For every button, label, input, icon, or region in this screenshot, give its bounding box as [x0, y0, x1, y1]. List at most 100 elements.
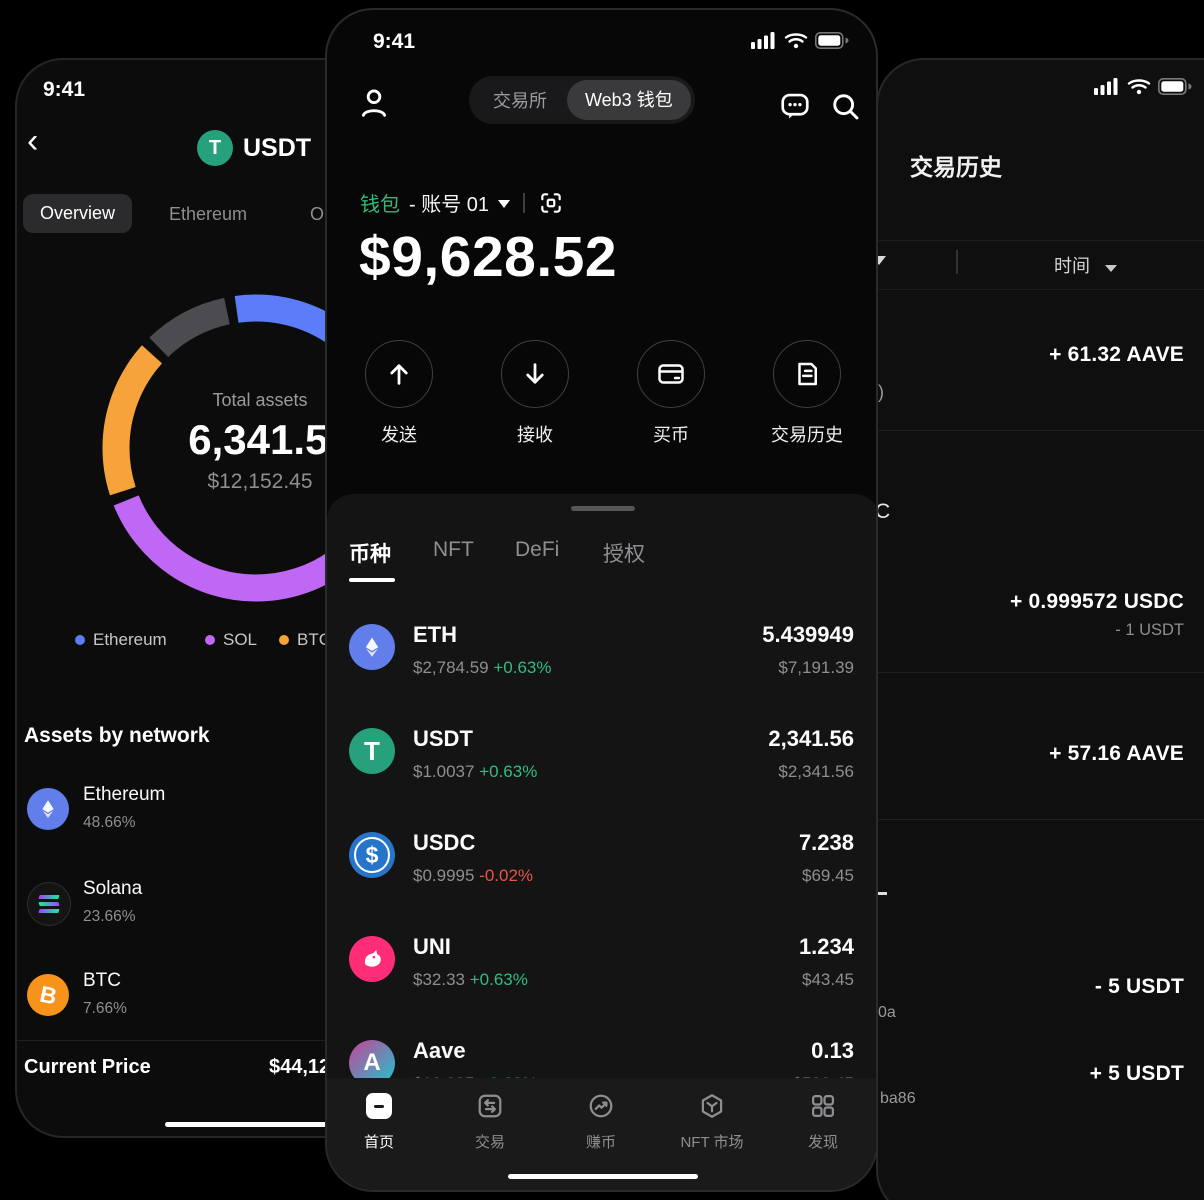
- btc-icon: B: [27, 974, 69, 1016]
- nav-earn[interactable]: 赚币: [553, 1090, 649, 1152]
- nav-nft-market[interactable]: NFT 市场: [664, 1090, 760, 1152]
- tab-exchange[interactable]: 交易所: [493, 91, 547, 111]
- nav-home[interactable]: 首页: [331, 1090, 427, 1152]
- tx-amount[interactable]: + 0.999572 USDC: [1009, 590, 1184, 613]
- price-change: +0.63%: [479, 762, 538, 781]
- assets-by-network-heading: Assets by network: [24, 724, 210, 747]
- status-time: 9:41: [373, 30, 416, 53]
- legend-dot-sol: [205, 635, 215, 645]
- eth-icon: [349, 624, 395, 670]
- price-change: +0.63%: [493, 658, 552, 677]
- solana-icon: [27, 882, 71, 926]
- hidden-filter-caret[interactable]: [878, 256, 886, 265]
- right-phone-tx-history: 交易历史 时间 + 61.32 AAVE ) C + 0.999572 USDC…: [876, 58, 1204, 1200]
- price-change: +0.63%: [469, 970, 528, 989]
- trade-icon: [442, 1090, 538, 1122]
- document-icon: [773, 340, 841, 408]
- legend-dot-ethereum: [75, 635, 85, 645]
- tx-amount[interactable]: + 57.16 AAVE: [1049, 742, 1184, 765]
- signal-icon: [1094, 78, 1118, 95]
- page-title: 交易历史: [910, 154, 1002, 180]
- token-row-usdt[interactable]: T USDT $1.0037 +0.63% 2,341.56 $2,341.56: [327, 710, 876, 814]
- card-icon: [637, 340, 705, 408]
- clipped-text-fragment: [878, 892, 887, 895]
- nav-trade[interactable]: 交易: [442, 1090, 538, 1152]
- total-balance: $9,628.52: [359, 225, 618, 289]
- send-button[interactable]: 发送: [344, 340, 454, 447]
- drag-handle[interactable]: [571, 506, 635, 511]
- clipped-address-fragment: ba86: [880, 1090, 916, 1107]
- wifi-icon: [784, 33, 808, 49]
- status-icons: [751, 32, 849, 49]
- tab-approvals[interactable]: 授权: [603, 543, 645, 566]
- network-row-solana[interactable]: Solana 23.66%: [27, 876, 427, 940]
- tab-cutoff[interactable]: O: [310, 204, 325, 224]
- token-row-uni[interactable]: UNI $32.33 +0.63% 1.234 $43.45: [327, 918, 876, 1022]
- profile-icon[interactable]: [357, 86, 391, 120]
- wallet-account[interactable]: - 账号 01: [409, 194, 490, 216]
- time-filter[interactable]: 时间: [1054, 252, 1118, 278]
- legend-sol: SOL: [205, 630, 257, 650]
- token-row-eth[interactable]: ETH $2,784.59 +0.63% 5.439949 $7,191.39: [327, 606, 876, 710]
- network-row-btc[interactable]: B BTC 7.66%: [27, 968, 427, 1032]
- battery-icon: [1158, 78, 1192, 95]
- price-change: -0.02%: [479, 866, 534, 885]
- tx-history-button[interactable]: 交易历史: [752, 340, 862, 447]
- wallet-selector-row: 钱包 - 账号 01: [360, 188, 564, 217]
- tab-nft[interactable]: NFT: [433, 538, 474, 561]
- legend-btc: BTC: [279, 630, 331, 650]
- back-icon[interactable]: ‹: [27, 122, 39, 160]
- donut-center-value: 6,341.56: [188, 416, 352, 463]
- tx-amount[interactable]: + 5 USDT: [1089, 1062, 1184, 1085]
- bottom-nav: 首页 交易 赚币 NFT 市场: [327, 1078, 876, 1190]
- donut-center-label: Total assets: [212, 390, 308, 410]
- tx-amount[interactable]: + 61.32 AAVE: [1049, 343, 1184, 366]
- nav-discover[interactable]: 发现: [775, 1090, 871, 1152]
- battery-icon: [815, 32, 849, 49]
- usdc-icon: $: [349, 832, 395, 878]
- receive-icon: [501, 340, 569, 408]
- center-phone-web3-wallet: 9:41 交易所 Web3 钱包 钱包 - 账号 01 $9,628.52 发送: [325, 8, 878, 1192]
- scan-icon[interactable]: [538, 190, 564, 216]
- tx-amount[interactable]: - 5 USDT: [1094, 975, 1184, 998]
- tab-coins[interactable]: 币种: [349, 543, 391, 566]
- tab-ethereum[interactable]: Ethereum: [169, 204, 248, 224]
- uni-unicorn-icon: [349, 936, 395, 982]
- donut-center-sub: $12,152.45: [207, 470, 313, 493]
- tx-sub-amount: - 1 USDT: [1115, 621, 1184, 639]
- discover-grid-icon: [775, 1090, 871, 1122]
- home-indicator[interactable]: [508, 1174, 698, 1179]
- account-caret-icon[interactable]: [498, 200, 511, 208]
- search-icon[interactable]: [829, 90, 861, 122]
- receive-button[interactable]: 接收: [480, 340, 590, 447]
- network-row-ethereum[interactable]: Ethereum 48.66%: [27, 782, 427, 846]
- wifi-icon: [1127, 79, 1151, 95]
- tab-overview[interactable]: Overview: [23, 194, 133, 233]
- usdt-icon: T: [197, 130, 233, 166]
- current-price-value: $44,12: [269, 1056, 331, 1078]
- clipped-text-fragment: ): [878, 382, 884, 402]
- segmented-control: 交易所 Web3 钱包: [469, 76, 695, 124]
- wallet-label: 钱包: [360, 194, 400, 216]
- filter-divider: [956, 250, 958, 274]
- token-row-usdc[interactable]: $ USDC $0.9995 -0.02% 7.238 $69.45: [327, 814, 876, 918]
- clipped-text-fragment: C: [876, 500, 891, 523]
- divider: [523, 192, 525, 213]
- ethereum-icon: [27, 788, 69, 830]
- legend-dot-btc: [279, 635, 289, 645]
- nft-hexagon-icon: [664, 1090, 760, 1122]
- status-time: 9:41: [43, 78, 86, 101]
- time-filter-caret: [1105, 265, 1118, 272]
- home-icon: [331, 1090, 427, 1122]
- chat-icon[interactable]: [779, 90, 811, 122]
- earn-icon: [553, 1090, 649, 1122]
- signal-icon: [751, 32, 775, 49]
- buy-crypto-button[interactable]: 买币: [616, 340, 726, 447]
- legend-ethereum: Ethereum: [75, 630, 167, 650]
- page-title: USDT: [243, 134, 312, 162]
- clipped-address-fragment: 0a: [878, 1004, 896, 1021]
- tab-web3-wallet[interactable]: Web3 钱包: [567, 80, 691, 120]
- tab-defi[interactable]: DeFi: [515, 538, 560, 561]
- status-icons: [1094, 78, 1192, 95]
